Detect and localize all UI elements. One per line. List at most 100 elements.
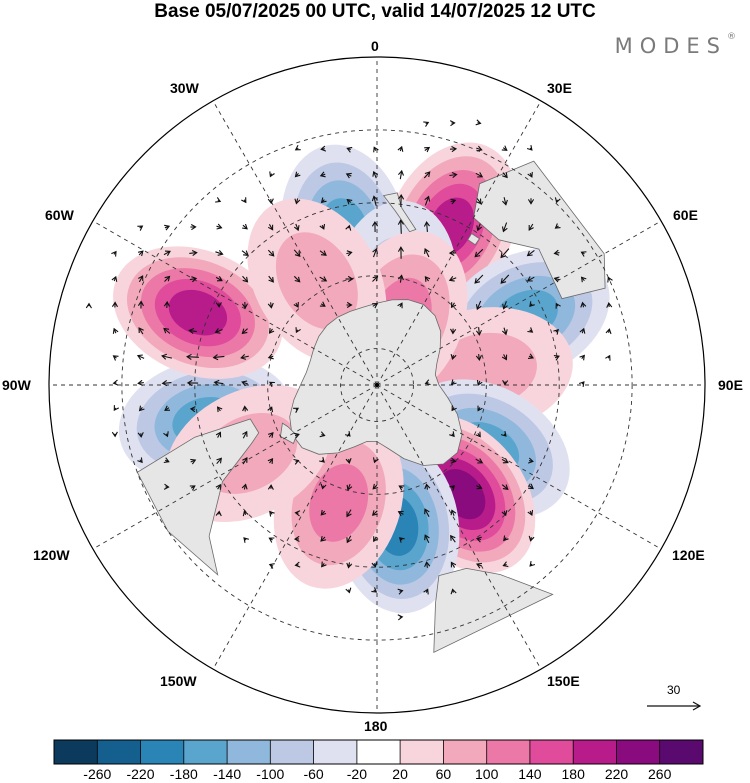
arrow-head (448, 249, 455, 256)
arrow-head (527, 509, 534, 516)
meridian-line (212, 100, 378, 386)
arrow-head (242, 223, 248, 230)
arrow-head (450, 353, 457, 360)
arrow-head (450, 509, 457, 516)
wind-arrow (373, 171, 377, 179)
arrow-head (476, 379, 483, 386)
colorbar-bin (400, 740, 444, 764)
wind-arrow (161, 355, 173, 359)
arrow-head (320, 535, 327, 542)
arrow-head (215, 431, 222, 438)
colorbar-bin (443, 740, 488, 764)
arrow-head (501, 510, 508, 517)
arrow-head (216, 457, 222, 464)
contour-fill (309, 463, 369, 542)
meridian-line (376, 384, 662, 550)
wind-arrow (373, 196, 377, 206)
arrow-head (293, 301, 299, 308)
arrow-head (293, 432, 300, 439)
arrow-head (503, 535, 509, 542)
arrow-head (112, 379, 119, 386)
arrow-head (526, 144, 533, 151)
colorbar-tick-label: -100 (256, 766, 285, 782)
arrow-head (136, 354, 143, 361)
arrow-head (372, 275, 379, 282)
arrow-head (502, 458, 509, 464)
wind-arrow (164, 276, 170, 282)
wind-arrow (528, 223, 534, 231)
arrow-head (163, 457, 170, 464)
arrow-head (137, 432, 144, 438)
arrow-head (397, 274, 404, 281)
wind-arrow (527, 249, 535, 257)
arrow-head (213, 379, 220, 386)
arrow-head (161, 353, 167, 360)
arrow-head (424, 379, 431, 386)
colorbar-bin (529, 740, 574, 764)
arrow-head (450, 198, 457, 205)
arrow-head (398, 193, 405, 200)
wind-arrow (268, 275, 274, 283)
wind-arrow (187, 356, 199, 358)
arrow-head (397, 219, 404, 225)
anomaly-cell (113, 246, 283, 379)
arrow-head (268, 327, 275, 334)
arrow-head (450, 534, 456, 541)
arrow-head (293, 407, 300, 413)
wind-arrow (474, 248, 484, 258)
colorbar-tick-label: -60 (303, 766, 324, 782)
arrow-head (164, 275, 171, 282)
arrow-head (580, 276, 587, 283)
wind-vectors (85, 119, 613, 621)
arrow-head (267, 353, 274, 360)
arrow-head (111, 250, 117, 257)
arrow-head (243, 537, 249, 543)
arrow-head (475, 536, 482, 543)
arrow-head (553, 276, 560, 283)
lon-label-150e: 150E (547, 673, 580, 689)
arrow-head (606, 302, 613, 308)
arrow-head (450, 328, 457, 335)
arrow-head (450, 302, 457, 309)
arrow-head (424, 171, 431, 178)
contour-fill (168, 289, 228, 336)
colorbar-bin (486, 740, 531, 764)
arrow-head (554, 223, 561, 229)
arrow-head (502, 561, 509, 568)
latitude-circle (121, 129, 633, 641)
colorbar-tick-label: -180 (169, 766, 198, 782)
arrow-head (217, 250, 224, 256)
arrow-head (424, 508, 430, 515)
wind-arrow (162, 382, 172, 384)
arrow-head (241, 197, 247, 204)
arrow-head (294, 561, 301, 568)
arrow-head (164, 405, 171, 411)
wind-arrow (293, 275, 301, 283)
arrow-head (163, 300, 170, 307)
colorbar-bin (227, 740, 271, 764)
arrow-head (242, 430, 248, 437)
latitude-circle (267, 275, 487, 495)
lon-label-120e: 120E (672, 547, 705, 563)
wind-arrow (215, 276, 223, 282)
wind-arrow (478, 327, 480, 335)
arrow-head (111, 301, 118, 308)
colorbar-tick-label: 60 (435, 766, 452, 782)
arrow-head (269, 381, 275, 388)
arrow-head (267, 198, 274, 205)
arrow-head (579, 381, 585, 387)
meridian-line (212, 384, 378, 670)
arrow-head (293, 458, 300, 465)
arrow-head (138, 327, 144, 334)
arrow-head (113, 405, 120, 411)
arrow-head (320, 145, 327, 152)
arrow-head (476, 562, 482, 569)
arrow-head (164, 250, 171, 256)
arrow-head (186, 353, 192, 360)
arrow-head (371, 220, 379, 227)
arrow-head (214, 328, 221, 334)
arrow-head (267, 484, 274, 490)
arrow-head (475, 119, 482, 126)
meridian-line (92, 384, 378, 550)
arrow-head (137, 225, 144, 231)
